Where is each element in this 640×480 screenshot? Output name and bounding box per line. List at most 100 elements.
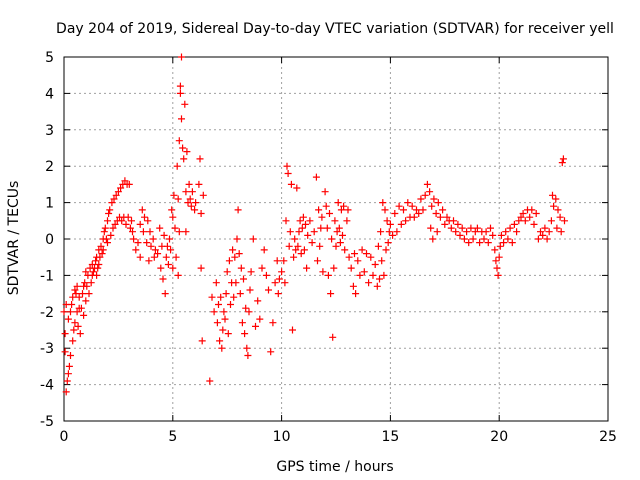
data-point: [482, 228, 490, 236]
data-point: [331, 217, 339, 225]
data-point: [139, 228, 147, 236]
data-point: [530, 220, 538, 228]
data-point: [429, 235, 437, 243]
data-point: [242, 304, 250, 312]
data-point: [229, 246, 237, 254]
data-point: [223, 268, 231, 276]
data-point: [164, 261, 172, 268]
data-point: [141, 213, 148, 221]
data-point: [225, 257, 233, 265]
data-point: [397, 220, 405, 228]
data-point: [460, 235, 468, 243]
data-point: [61, 348, 69, 356]
data-point: [187, 202, 195, 210]
data-point: [197, 210, 205, 217]
x-tick-label: 10: [273, 429, 291, 445]
data-point: [378, 257, 386, 265]
data-point: [367, 253, 375, 261]
data-point: [314, 257, 321, 265]
data-point: [161, 290, 169, 298]
data-point: [310, 228, 318, 236]
data-point: [171, 224, 179, 232]
x-tick-label: 15: [381, 429, 399, 445]
data-point: [421, 191, 429, 199]
data-point: [99, 246, 107, 254]
data-point: [104, 217, 111, 225]
data-point: [101, 224, 109, 232]
data-point: [494, 271, 502, 279]
data-point: [402, 217, 410, 225]
data-point: [452, 228, 460, 236]
data-point: [254, 297, 262, 305]
data-point: [185, 180, 193, 188]
data-point: [312, 173, 320, 181]
data-point: [294, 242, 302, 250]
data-point: [219, 326, 227, 334]
data-point: [381, 206, 389, 214]
data-point: [111, 220, 119, 228]
data-point: [72, 290, 80, 298]
data-point: [105, 210, 113, 217]
data-point: [247, 268, 255, 276]
data-point: [246, 286, 254, 294]
data-point: [519, 210, 527, 217]
data-point: [517, 213, 525, 221]
y-tick-label: -2: [40, 305, 54, 321]
data-point: [369, 271, 377, 279]
data-point: [262, 271, 270, 279]
data-point: [541, 224, 549, 232]
data-point: [169, 213, 177, 221]
data-point: [192, 199, 200, 207]
data-point: [458, 224, 466, 232]
data-point: [484, 239, 492, 247]
data-point: [553, 224, 561, 232]
data-point: [182, 188, 190, 196]
data-point: [61, 330, 69, 338]
data-point: [487, 224, 494, 232]
data-point: [82, 297, 90, 305]
data-point: [360, 268, 368, 276]
data-point: [130, 235, 138, 243]
data-point: [112, 191, 120, 199]
data-point: [274, 290, 282, 298]
data-point: [150, 253, 158, 261]
data-point: [308, 239, 316, 247]
data-point: [373, 282, 381, 290]
data-point: [283, 162, 291, 170]
data-point: [515, 217, 523, 225]
data-point: [64, 315, 72, 323]
data-point: [286, 228, 294, 236]
data-point: [241, 330, 249, 338]
data-point: [98, 250, 106, 258]
data-point: [125, 180, 133, 188]
x-tick-label: 5: [168, 429, 177, 445]
axis-ticks: [63, 56, 609, 422]
data-point: [267, 348, 275, 356]
data-point: [237, 264, 245, 272]
data-point: [234, 206, 242, 214]
data-point: [87, 279, 95, 287]
data-point: [198, 337, 206, 345]
data-point: [345, 253, 353, 261]
data-point: [321, 188, 329, 196]
data-point: [295, 228, 303, 236]
data-point: [496, 242, 504, 250]
data-point: [343, 217, 351, 225]
data-point: [210, 308, 218, 316]
data-point: [347, 264, 355, 272]
data-point: [145, 257, 153, 265]
data-point: [252, 322, 259, 330]
data-point: [238, 319, 246, 327]
y-tick-label: 3: [45, 123, 54, 139]
data-point: [316, 242, 324, 250]
data-point: [393, 228, 401, 236]
data-point: [304, 231, 312, 239]
data-point: [71, 286, 79, 294]
data-point: [107, 231, 115, 239]
data-point: [232, 279, 240, 287]
data-point: [73, 282, 81, 290]
data-point: [327, 290, 335, 298]
data-point: [129, 228, 136, 236]
data-point: [65, 362, 73, 370]
